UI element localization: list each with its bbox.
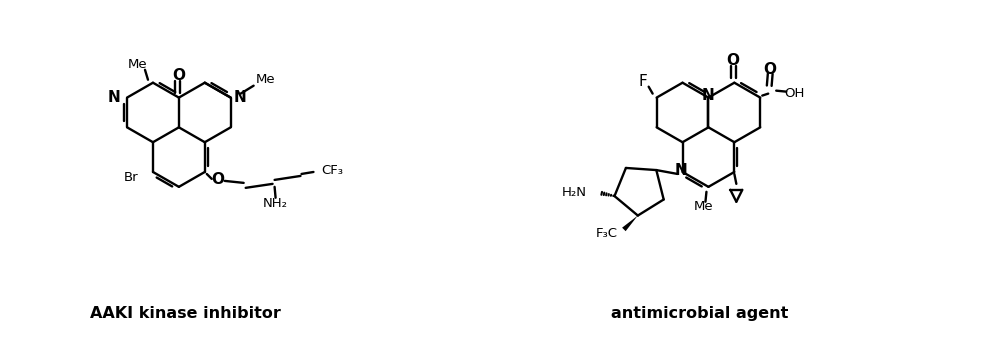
Text: Me: Me	[694, 200, 713, 213]
Text: F₃C: F₃C	[596, 227, 618, 240]
Text: N: N	[674, 163, 687, 179]
Text: N: N	[702, 88, 715, 103]
Text: O: O	[172, 68, 185, 83]
Text: H₂N: H₂N	[562, 186, 587, 198]
Text: Br: Br	[124, 172, 138, 184]
Text: F: F	[638, 74, 647, 89]
Polygon shape	[622, 216, 638, 231]
Text: Me: Me	[128, 58, 148, 71]
Text: O: O	[211, 173, 224, 187]
Text: AAKI kinase inhibitor: AAKI kinase inhibitor	[90, 306, 281, 321]
Text: CF₃: CF₃	[321, 164, 343, 178]
Text: N: N	[234, 90, 246, 105]
Text: antimicrobial agent: antimicrobial agent	[611, 306, 788, 321]
Text: OH: OH	[784, 87, 804, 100]
Text: Me: Me	[256, 73, 275, 86]
Text: N: N	[108, 90, 120, 105]
Text: NH₂: NH₂	[263, 197, 288, 210]
Text: O: O	[726, 53, 739, 68]
Text: O: O	[764, 62, 777, 77]
